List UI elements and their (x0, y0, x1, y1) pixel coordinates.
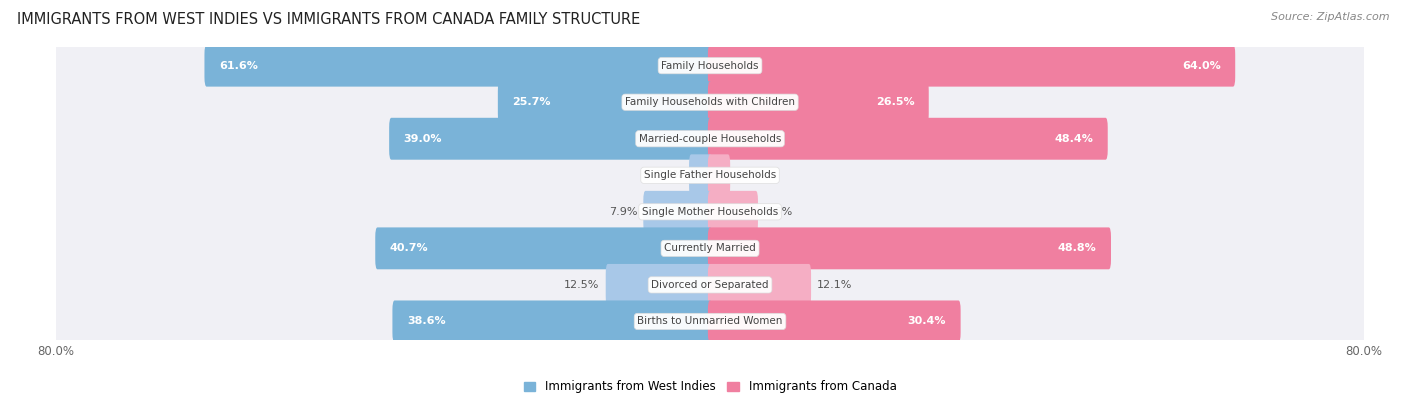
FancyBboxPatch shape (53, 252, 1367, 318)
Text: Source: ZipAtlas.com: Source: ZipAtlas.com (1271, 12, 1389, 22)
Legend: Immigrants from West Indies, Immigrants from Canada: Immigrants from West Indies, Immigrants … (519, 376, 901, 395)
Text: Births to Unmarried Women: Births to Unmarried Women (637, 316, 783, 326)
FancyBboxPatch shape (53, 179, 1367, 245)
Text: Divorced or Separated: Divorced or Separated (651, 280, 769, 290)
FancyBboxPatch shape (707, 191, 758, 233)
FancyBboxPatch shape (498, 81, 713, 123)
Text: Currently Married: Currently Married (664, 243, 756, 253)
FancyBboxPatch shape (204, 45, 713, 87)
Text: Single Mother Households: Single Mother Households (643, 207, 778, 217)
Text: 30.4%: 30.4% (908, 316, 946, 326)
FancyBboxPatch shape (707, 154, 730, 196)
Text: Single Father Households: Single Father Households (644, 170, 776, 180)
Text: 2.3%: 2.3% (655, 170, 683, 180)
FancyBboxPatch shape (375, 228, 713, 269)
Text: 5.6%: 5.6% (763, 207, 792, 217)
FancyBboxPatch shape (707, 81, 929, 123)
Text: 12.5%: 12.5% (564, 280, 600, 290)
Text: 26.5%: 26.5% (876, 97, 914, 107)
Text: 2.2%: 2.2% (737, 170, 765, 180)
FancyBboxPatch shape (707, 264, 811, 306)
Text: Family Households: Family Households (661, 61, 759, 71)
FancyBboxPatch shape (53, 70, 1367, 135)
FancyBboxPatch shape (644, 191, 713, 233)
FancyBboxPatch shape (53, 289, 1367, 354)
Text: 40.7%: 40.7% (389, 243, 429, 253)
Text: Family Households with Children: Family Households with Children (626, 97, 794, 107)
Text: 39.0%: 39.0% (404, 134, 441, 144)
FancyBboxPatch shape (707, 118, 1108, 160)
FancyBboxPatch shape (53, 33, 1367, 98)
FancyBboxPatch shape (707, 228, 1111, 269)
Text: 61.6%: 61.6% (219, 61, 257, 71)
Text: 48.8%: 48.8% (1057, 243, 1097, 253)
Text: 48.4%: 48.4% (1054, 134, 1094, 144)
Text: IMMIGRANTS FROM WEST INDIES VS IMMIGRANTS FROM CANADA FAMILY STRUCTURE: IMMIGRANTS FROM WEST INDIES VS IMMIGRANT… (17, 12, 640, 27)
Text: 7.9%: 7.9% (609, 207, 637, 217)
FancyBboxPatch shape (53, 216, 1367, 281)
FancyBboxPatch shape (392, 301, 713, 342)
FancyBboxPatch shape (53, 143, 1367, 208)
Text: Married-couple Households: Married-couple Households (638, 134, 782, 144)
FancyBboxPatch shape (606, 264, 713, 306)
Text: 25.7%: 25.7% (512, 97, 551, 107)
FancyBboxPatch shape (689, 154, 713, 196)
FancyBboxPatch shape (53, 106, 1367, 171)
FancyBboxPatch shape (707, 45, 1236, 87)
FancyBboxPatch shape (707, 301, 960, 342)
Text: 38.6%: 38.6% (406, 316, 446, 326)
Text: 12.1%: 12.1% (817, 280, 852, 290)
FancyBboxPatch shape (389, 118, 713, 160)
Text: 64.0%: 64.0% (1182, 61, 1220, 71)
